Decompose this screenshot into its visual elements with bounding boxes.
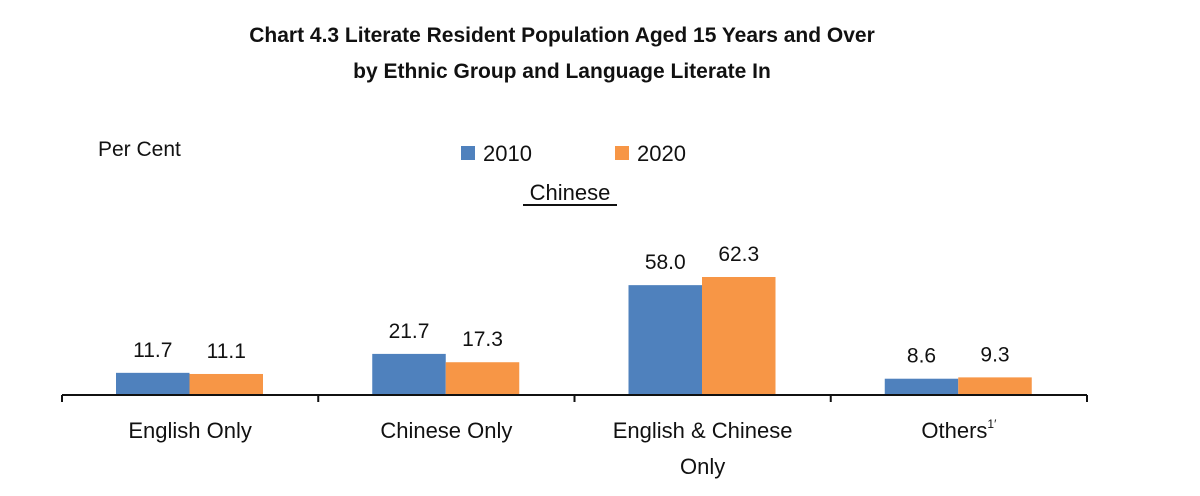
bar-2020 <box>702 277 776 395</box>
legend-label-2020: 2020 <box>637 141 686 166</box>
category-label: English & Chinese <box>613 418 793 443</box>
data-label: 17.3 <box>462 328 503 351</box>
legend-swatch-2020 <box>615 146 629 160</box>
category-label: Chinese Only <box>380 418 512 443</box>
subtitle: Chinese <box>530 180 611 205</box>
bar-2010 <box>116 372 190 395</box>
bar-2020 <box>445 362 520 395</box>
data-label: 21.7 <box>389 320 430 343</box>
data-label: 62.3 <box>718 243 759 266</box>
data-label: 11.1 <box>207 340 246 363</box>
data-label: 8.6 <box>907 345 936 368</box>
category-label: English Only <box>128 418 252 443</box>
category-label: Only <box>680 454 725 479</box>
legend-swatch-2010 <box>461 146 475 160</box>
bar-2010 <box>884 378 959 395</box>
bar-2010 <box>628 285 702 395</box>
legend-label-2010: 2010 <box>483 141 532 166</box>
bar-2020 <box>958 377 1032 395</box>
chart-title-line2: by Ethnic Group and Language Literate In <box>353 60 771 83</box>
data-label: 9.3 <box>980 343 1009 366</box>
data-label: 58.0 <box>645 251 686 274</box>
category-label: Others1′ <box>921 417 997 443</box>
data-label: 11.7 <box>133 339 172 362</box>
y-axis-label: Per Cent <box>98 138 181 161</box>
chart-title-line1: Chart 4.3 Literate Resident Population A… <box>249 24 875 47</box>
bar-2010 <box>372 353 446 395</box>
bar-2020 <box>189 373 263 395</box>
